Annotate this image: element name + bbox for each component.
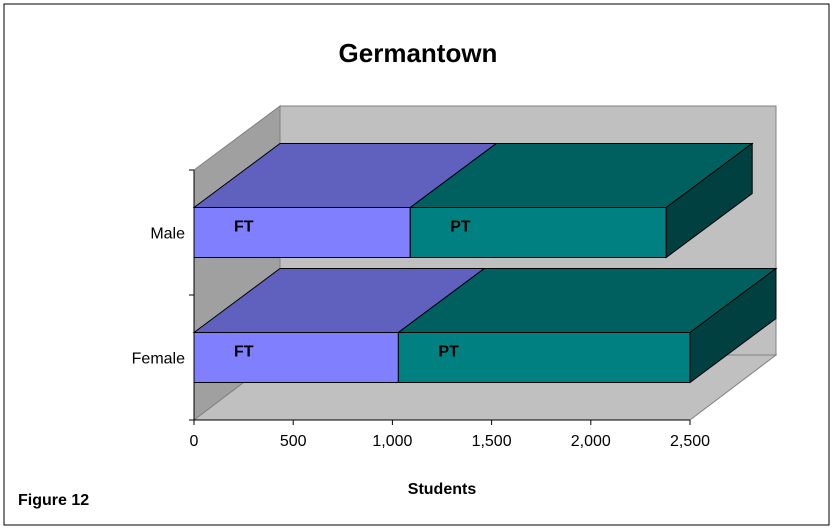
data-label: FT xyxy=(234,344,254,361)
y-tick-label: Male xyxy=(150,226,185,243)
y-tick-label: Female xyxy=(132,351,185,368)
caption: Figure 12 xyxy=(18,492,89,509)
data-label: PT xyxy=(450,219,471,236)
bar xyxy=(397,332,691,383)
bar xyxy=(193,332,399,383)
data-label: FT xyxy=(234,219,254,236)
bar xyxy=(409,207,667,258)
x-tick-label: 1,000 xyxy=(372,433,412,450)
data-label: PT xyxy=(438,344,459,361)
x-tick-label: 1,500 xyxy=(472,433,512,450)
chart-title: Germantown xyxy=(339,38,498,68)
bar xyxy=(193,207,411,258)
x-tick-label: 500 xyxy=(280,433,307,450)
x-tick-label: 2,000 xyxy=(571,433,611,450)
x-tick-label: 2,500 xyxy=(670,433,710,450)
x-axis-label: Students xyxy=(408,481,477,498)
x-tick-label: 0 xyxy=(190,433,199,450)
